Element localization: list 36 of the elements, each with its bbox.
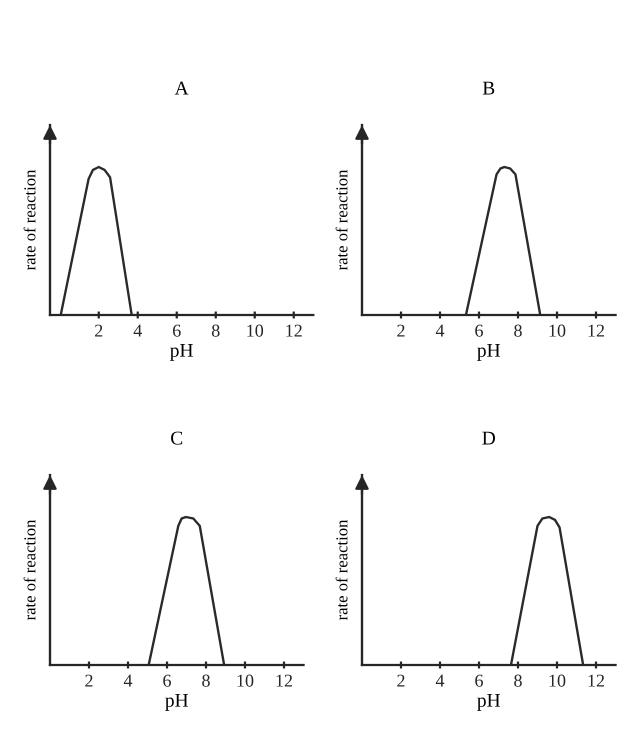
x-tick-label: 6 [475,674,483,687]
x-tick-label: 2 [95,324,102,337]
x-tick-label: 8 [514,674,522,687]
x-tick-label: 12 [286,324,302,337]
x-tick-label: 4 [124,674,132,687]
chart-title: A [174,82,189,94]
x-axis-title: pH [477,344,500,361]
chart-title: B [482,82,494,94]
x-tick-label: 12 [276,674,292,687]
x-tick-label: 10 [550,324,566,337]
x-tick-label: 6 [475,324,483,337]
x-tick-label: 8 [202,674,210,687]
x-axis-title: pH [477,694,500,711]
chart-title: C [171,432,182,445]
x-tick-label: 12 [588,674,604,687]
y-axis-title: rate of reaction [336,170,348,270]
x-tick-label: 10 [238,674,254,687]
x-tick-label: 8 [514,324,522,337]
x-tick-label: 6 [163,674,171,687]
x-tick-label: 6 [173,324,181,337]
x-tick-label: 12 [588,324,604,337]
x-tick-label: 4 [134,324,142,337]
y-axis-title: rate of reaction [24,170,36,270]
chart-title: D [482,432,495,444]
x-axis-title: pH [170,344,193,361]
x-tick-label: 2 [85,674,93,687]
x-tick-label: 2 [397,324,405,337]
x-tick-label: 4 [436,324,444,337]
y-axis-title: rate of reaction [24,520,36,620]
x-tick-label: 10 [247,324,264,337]
x-axis-title: pH [165,694,188,711]
y-axis-title: rate of reaction [336,520,348,620]
x-tick-label: 2 [397,674,405,687]
x-tick-label: 4 [436,674,444,687]
x-tick-label: 8 [212,324,220,337]
x-tick-label: 10 [550,674,566,687]
